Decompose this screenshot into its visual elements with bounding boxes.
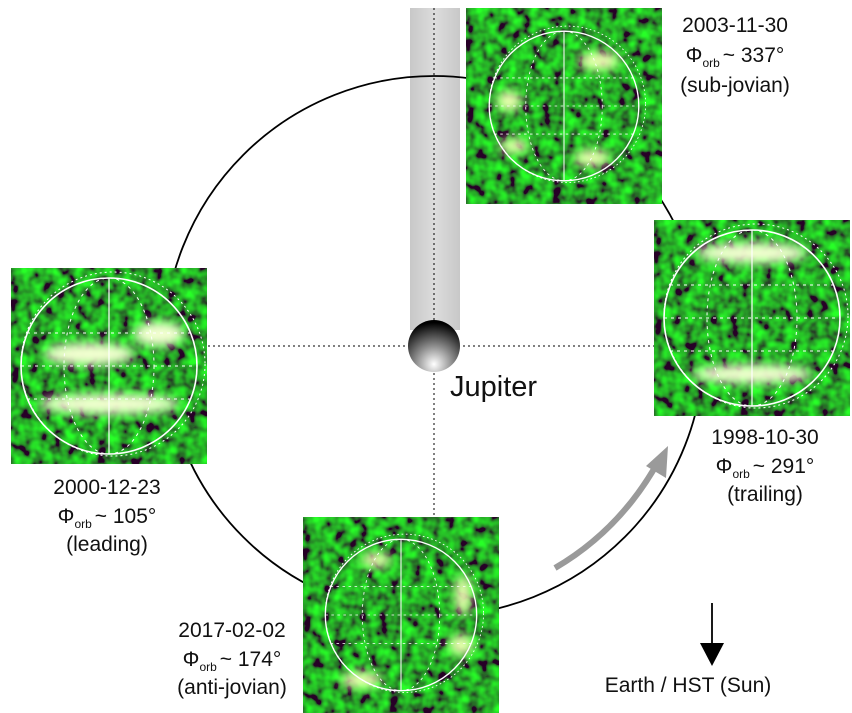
phase-value: ~ 337° <box>723 44 785 67</box>
aurora-image <box>466 8 662 204</box>
phase: Φorb ~ 291° <box>716 455 815 481</box>
aurora-image <box>303 517 499 713</box>
aurora-image <box>654 220 850 416</box>
motion-arrow <box>553 460 661 571</box>
direction-label: Earth / HST (Sun) <box>605 674 772 697</box>
observation-label: 2000-12-23 Φorb ~ 105° (leading) <box>53 476 160 556</box>
phase-value: ~ 105° <box>95 505 157 528</box>
location: (anti-jovian) <box>177 676 287 699</box>
phase: Φorb ~ 337° <box>686 44 785 70</box>
location: (leading) <box>66 533 148 556</box>
shadow-bar <box>410 8 460 330</box>
subscript: orb <box>74 517 92 531</box>
phase-value: ~ 174° <box>220 648 282 671</box>
symbol: Φ <box>58 505 75 528</box>
location: (sub-jovian) <box>680 74 790 97</box>
symbol: Φ <box>716 455 733 478</box>
symbol: Φ <box>686 44 703 67</box>
date: 2000-12-23 <box>53 476 160 499</box>
date: 2017-02-02 <box>178 619 285 642</box>
direction-arrow-head <box>700 643 724 666</box>
date: 1998-10-30 <box>711 426 818 449</box>
observation-label: 2003-11-30 Φorb ~ 337° (sub-jovian) <box>680 14 790 97</box>
subscript: orb <box>702 56 720 70</box>
observation-label: 2017-02-02 Φorb ~ 174° (anti-jovian) <box>177 619 287 699</box>
date: 2003-11-30 <box>682 14 788 37</box>
subscript: orb <box>199 660 217 674</box>
subscript: orb <box>732 467 750 481</box>
phase-value: ~ 291° <box>753 455 815 478</box>
phase: Φorb ~ 105° <box>58 505 157 531</box>
location: (trailing) <box>727 483 803 506</box>
jupiter-label: Jupiter <box>450 371 537 403</box>
phase: Φorb ~ 174° <box>183 648 282 674</box>
jupiter <box>408 320 460 372</box>
symbol: Φ <box>183 648 200 671</box>
observation-label: 1998-10-30 Φorb ~ 291° (trailing) <box>711 426 818 506</box>
aurora-image <box>11 268 207 464</box>
motion-arrow-head <box>646 446 668 478</box>
